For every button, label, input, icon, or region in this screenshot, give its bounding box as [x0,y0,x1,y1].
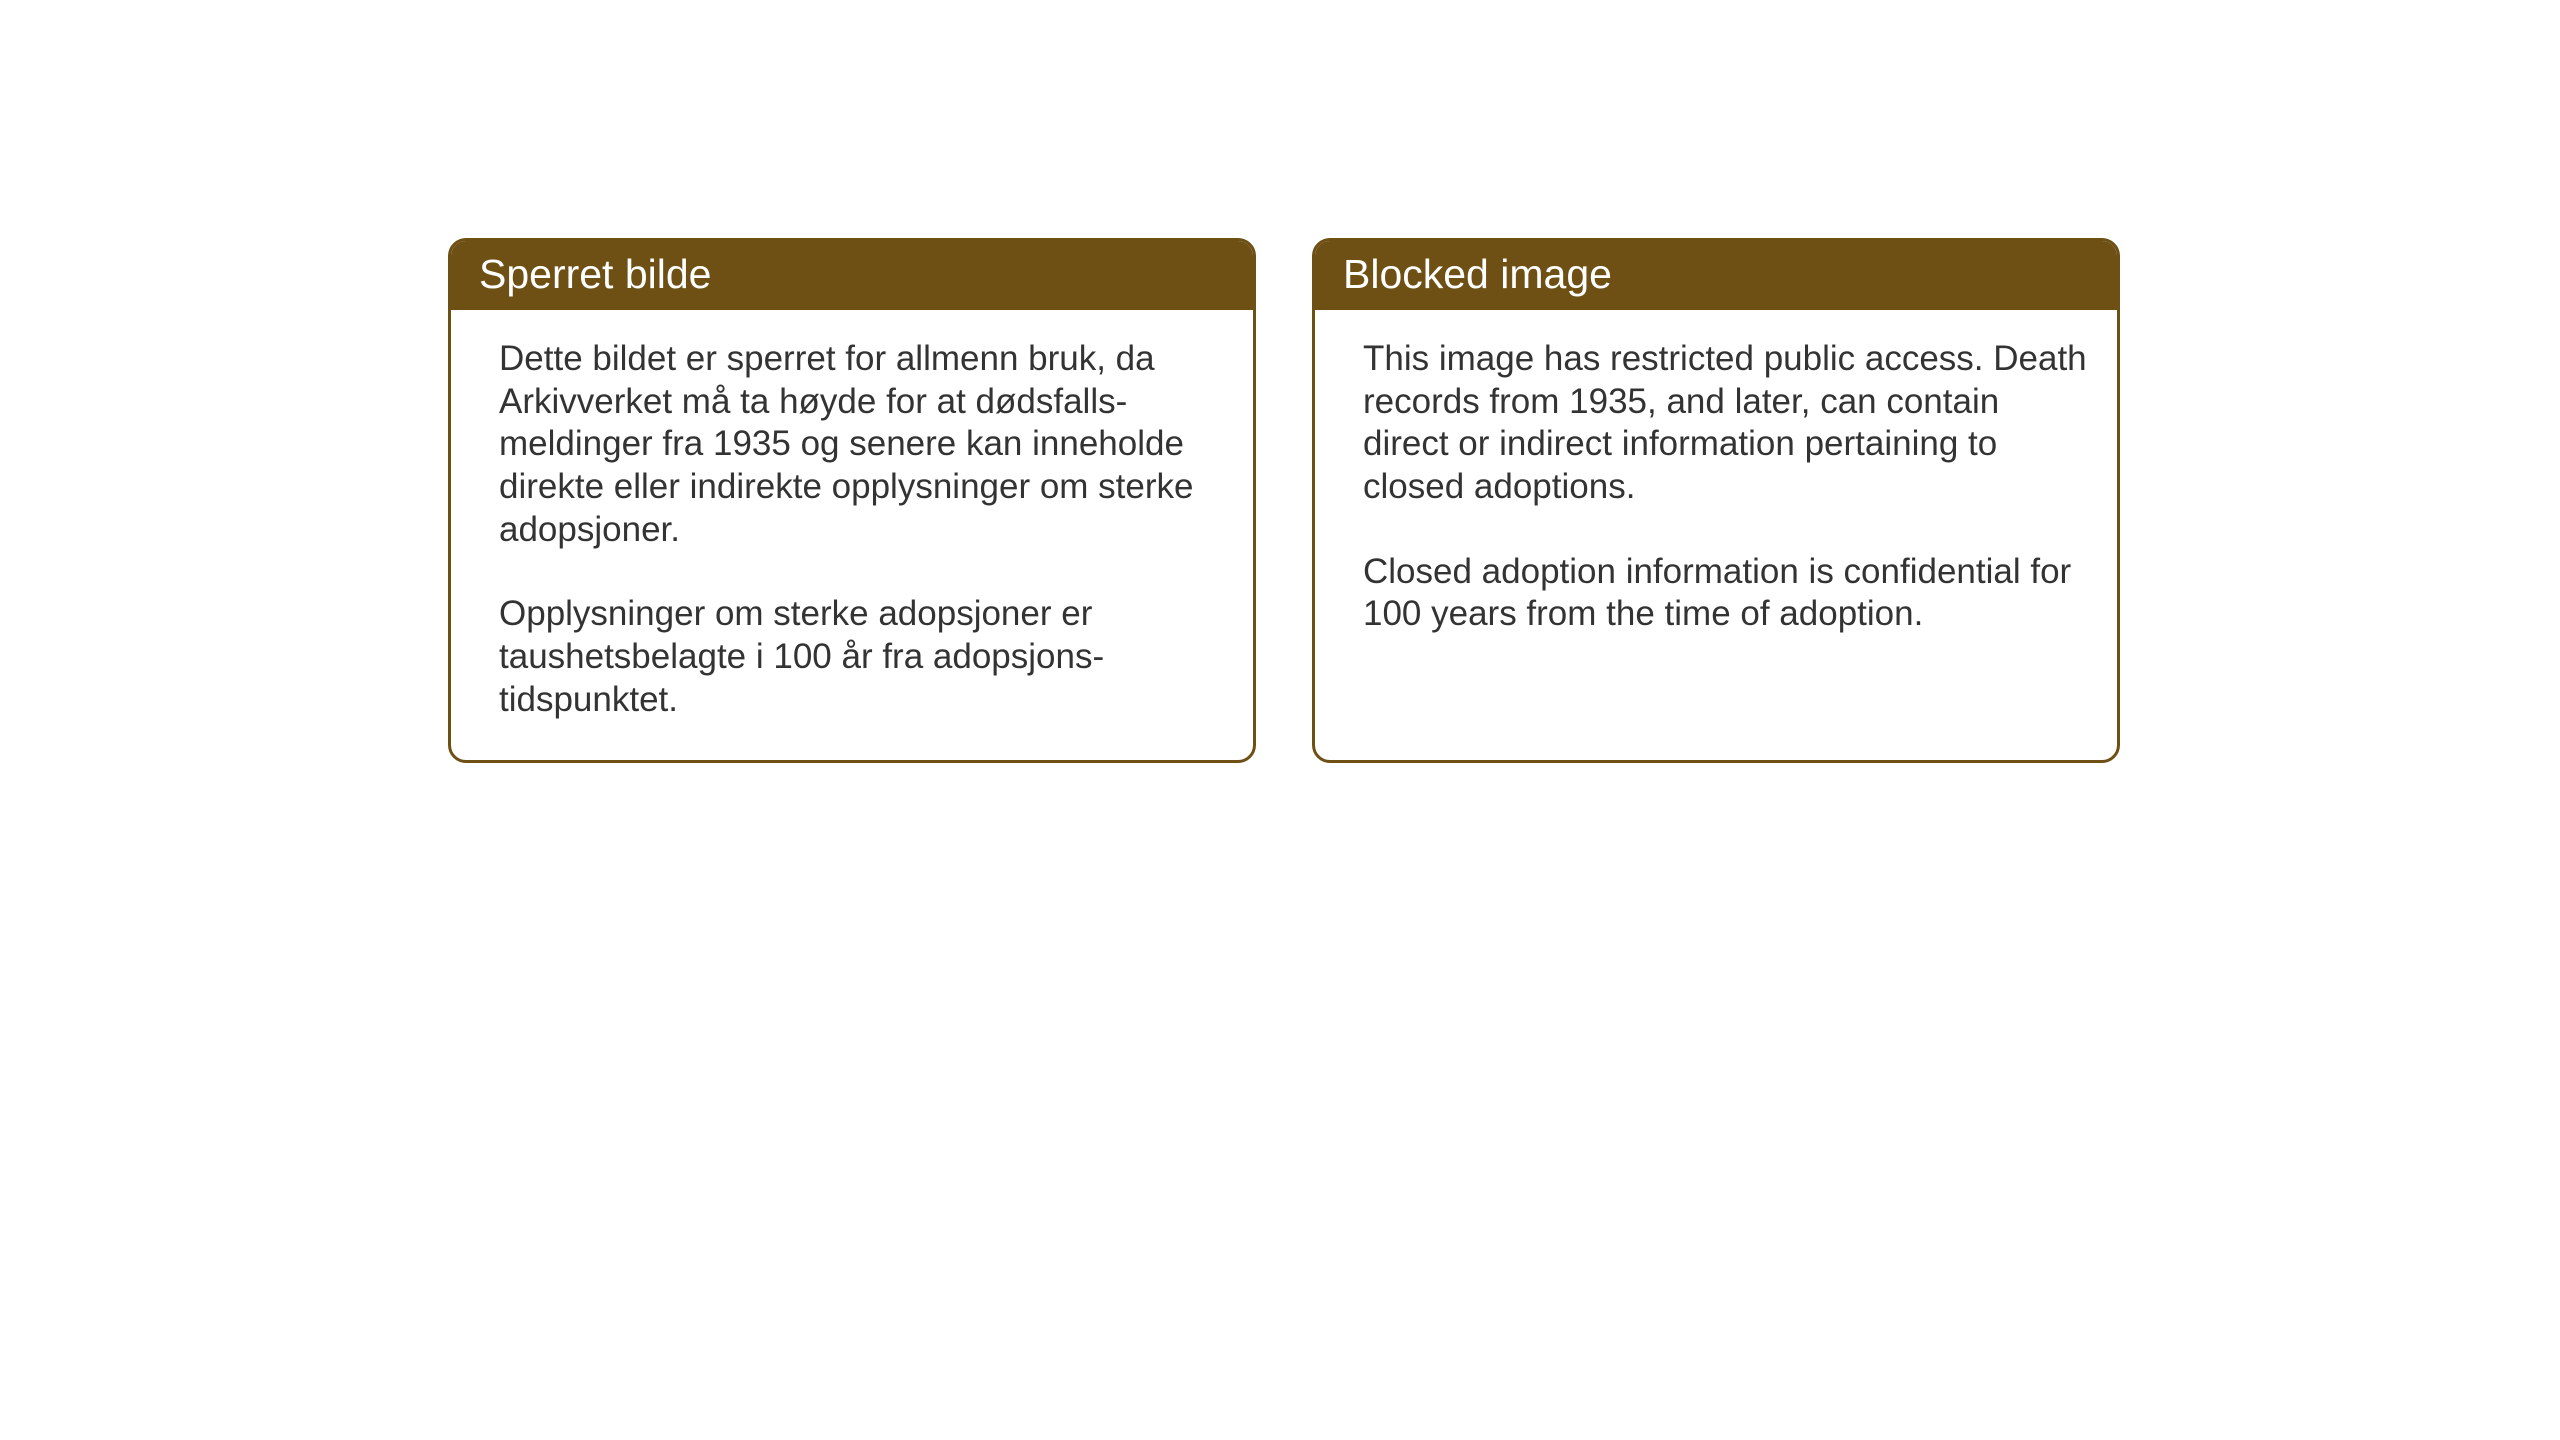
notice-body-english: This image has restricted public access.… [1315,310,2117,674]
notice-container: Sperret bilde Dette bildet er sperret fo… [448,238,2120,763]
notice-body-norwegian: Dette bildet er sperret for allmenn bruk… [451,310,1253,760]
notice-box-english: Blocked image This image has restricted … [1312,238,2120,763]
notice-paragraph: Closed adoption information is confident… [1363,551,2091,636]
notice-header-english: Blocked image [1315,241,2117,310]
notice-paragraph: Dette bildet er sperret for allmenn bruk… [499,338,1227,551]
notice-header-norwegian: Sperret bilde [451,241,1253,310]
notice-paragraph: Opplysninger om sterke adopsjoner er tau… [499,593,1227,721]
notice-paragraph: This image has restricted public access.… [1363,338,2091,509]
notice-box-norwegian: Sperret bilde Dette bildet er sperret fo… [448,238,1256,763]
